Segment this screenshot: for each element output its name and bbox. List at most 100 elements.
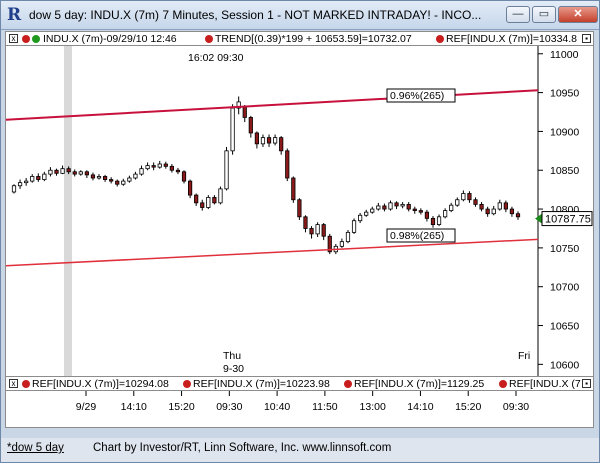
- candle-body[interactable]: [175, 169, 181, 173]
- lower-trendline[interactable]: [5, 238, 539, 267]
- candle-body[interactable]: [102, 176, 108, 180]
- candle-body[interactable]: [370, 208, 375, 213]
- candle-body[interactable]: [109, 179, 114, 182]
- candle-body[interactable]: [169, 165, 174, 171]
- candle-body[interactable]: [443, 210, 448, 218]
- candle-body[interactable]: [424, 211, 430, 219]
- upper-trendline[interactable]: [5, 89, 539, 121]
- candle-body[interactable]: [376, 205, 381, 210]
- candle-body[interactable]: [509, 208, 515, 215]
- candle-body[interactable]: [473, 199, 478, 205]
- candle-body[interactable]: [327, 235, 332, 253]
- candle-body[interactable]: [236, 101, 241, 109]
- candle-body[interactable]: [121, 180, 126, 185]
- candle-body[interactable]: [515, 213, 521, 218]
- candle-body[interactable]: [503, 202, 508, 210]
- candle-body[interactable]: [96, 176, 102, 179]
- ref-indicator-icon[interactable]: [436, 35, 444, 43]
- candle-body[interactable]: [449, 204, 454, 212]
- candle-body[interactable]: [248, 117, 253, 134]
- minimize-button[interactable]: —: [506, 6, 530, 23]
- candle-body[interactable]: [394, 202, 399, 207]
- candle-body[interactable]: [187, 180, 193, 196]
- candle-body[interactable]: [254, 132, 259, 145]
- candle-body[interactable]: [90, 174, 96, 179]
- candle-body[interactable]: [400, 203, 405, 207]
- candle-body[interactable]: [285, 150, 290, 179]
- candle-body[interactable]: [145, 165, 150, 170]
- candle-body[interactable]: [485, 208, 490, 215]
- candle-body[interactable]: [224, 150, 229, 190]
- candle-body[interactable]: [309, 228, 314, 235]
- candle-body[interactable]: [24, 180, 29, 184]
- restore-button[interactable]: ▭: [532, 6, 556, 23]
- candle-body[interactable]: [218, 188, 223, 204]
- pane-menu-icon[interactable]: ▪: [582, 34, 591, 43]
- candle-body[interactable]: [436, 216, 442, 225]
- candle-body[interactable]: [206, 197, 211, 208]
- candle-body[interactable]: [345, 231, 351, 243]
- candle-body[interactable]: [297, 199, 302, 218]
- green-status-icon[interactable]: [32, 35, 40, 43]
- candle-body[interactable]: [230, 107, 235, 152]
- candle-body[interactable]: [66, 168, 71, 173]
- candle-body[interactable]: [72, 171, 77, 175]
- lower-ref1-icon[interactable]: [22, 380, 30, 388]
- candle-body[interactable]: [491, 208, 496, 215]
- candle-body[interactable]: [303, 216, 308, 229]
- candle-body[interactable]: [242, 106, 247, 118]
- candle-body[interactable]: [84, 171, 89, 176]
- candle-body[interactable]: [163, 163, 168, 167]
- candle-body[interactable]: [430, 217, 436, 225]
- candle-body[interactable]: [115, 180, 120, 185]
- workspace-tab[interactable]: *dow 5 day: [7, 442, 64, 454]
- candle-body[interactable]: [54, 169, 59, 174]
- candle-body[interactable]: [157, 163, 162, 168]
- candle-body[interactable]: [382, 205, 387, 210]
- candle-body[interactable]: [461, 193, 466, 201]
- candle-body[interactable]: [388, 202, 393, 210]
- candle-body[interactable]: [11, 185, 17, 193]
- trend-indicator-icon[interactable]: [205, 35, 213, 43]
- candle-body[interactable]: [364, 211, 369, 216]
- candle-body[interactable]: [358, 214, 363, 222]
- close-button[interactable]: ✕: [558, 6, 598, 23]
- candle-body[interactable]: [455, 199, 460, 206]
- candle-body[interactable]: [139, 168, 144, 175]
- lower-ref3-icon[interactable]: [344, 380, 352, 388]
- candle-body[interactable]: [497, 202, 502, 210]
- candle-body[interactable]: [315, 224, 320, 235]
- title-bar[interactable]: R dow 5 day: INDU.X (7m) 7 Minutes, Sess…: [1, 1, 599, 30]
- candle-body[interactable]: [260, 137, 266, 145]
- candle-body[interactable]: [212, 197, 217, 204]
- candle-body[interactable]: [200, 202, 205, 208]
- candle-body[interactable]: [17, 182, 23, 187]
- candle-body[interactable]: [266, 137, 272, 144]
- candle-body[interactable]: [351, 220, 357, 233]
- candle-body[interactable]: [60, 168, 65, 174]
- candle-body[interactable]: [36, 176, 41, 180]
- candle-body[interactable]: [412, 208, 417, 212]
- candle-body[interactable]: [279, 137, 284, 152]
- candle-body[interactable]: [181, 171, 187, 182]
- candle-body[interactable]: [418, 210, 423, 213]
- pane-close-icon[interactable]: x: [9, 34, 18, 43]
- red-status-icon[interactable]: [22, 35, 30, 43]
- lower-pane-menu-icon[interactable]: ▪: [582, 379, 591, 388]
- candle-body[interactable]: [194, 194, 199, 204]
- candle-body[interactable]: [42, 173, 47, 180]
- lower-ref4-icon[interactable]: [499, 380, 507, 388]
- candle-body[interactable]: [48, 169, 53, 175]
- time-axis-pane[interactable]: 9/29 14:10 15:20 09:30 10:40 11:50 13:00 14:10 1…: [5, 391, 594, 428]
- candle-body[interactable]: [406, 203, 411, 210]
- candle-body[interactable]: [78, 171, 83, 175]
- candle-body[interactable]: [291, 177, 296, 201]
- lower-ref2-icon[interactable]: [183, 380, 191, 388]
- candle-body[interactable]: [479, 203, 484, 210]
- candle-body[interactable]: [273, 137, 278, 144]
- candle-body[interactable]: [339, 241, 345, 247]
- candle-body[interactable]: [321, 224, 326, 237]
- price-chart[interactable]: 11000 10950 10900 10850 10800 10750 10700 10650…: [5, 46, 594, 376]
- candle-body[interactable]: [467, 193, 472, 201]
- candle-body[interactable]: [151, 165, 156, 168]
